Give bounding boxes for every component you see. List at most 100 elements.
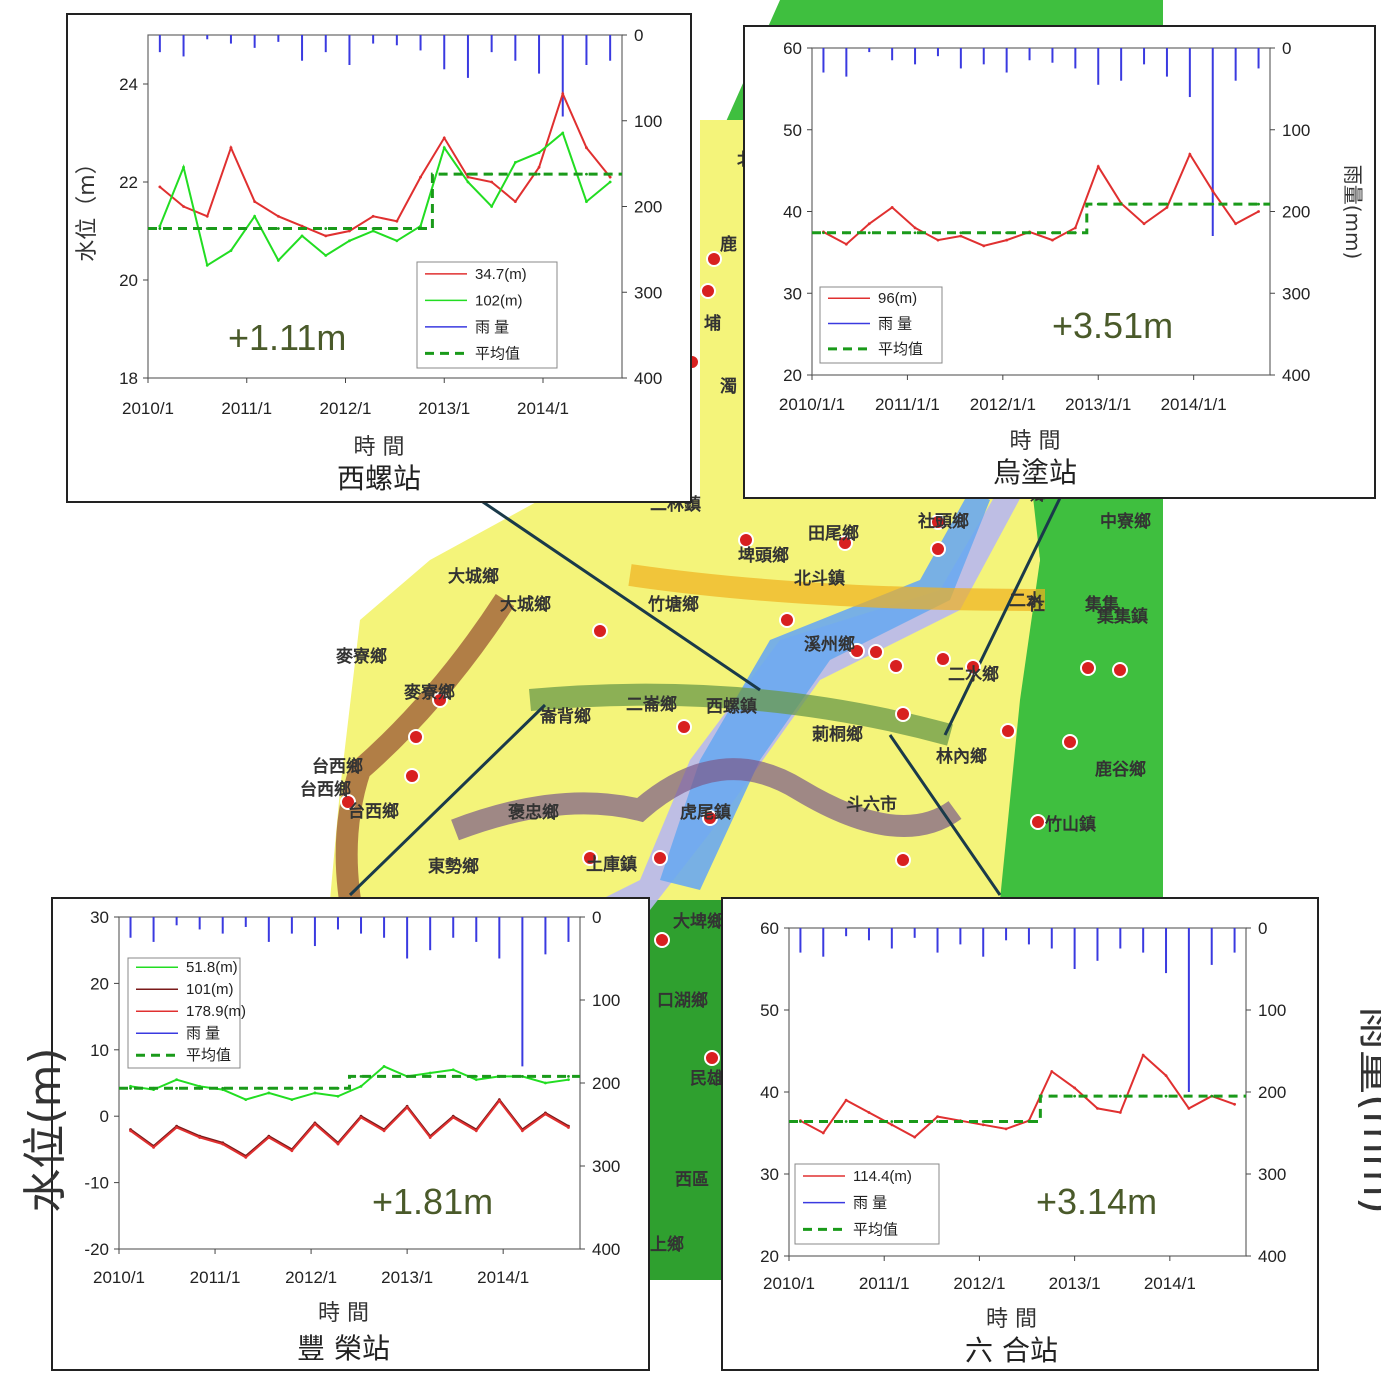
well-dot xyxy=(930,514,946,530)
data-point xyxy=(253,200,257,204)
data-point xyxy=(466,172,470,176)
data-point xyxy=(1096,202,1100,206)
data-point xyxy=(867,222,871,226)
x-tick-label: 2012/1 xyxy=(953,1274,1005,1293)
data-point xyxy=(936,1120,939,1123)
station-name: 烏塗站 xyxy=(993,456,1077,489)
town-label: 斗六市 xyxy=(846,794,897,815)
town-label: 台西鄉 xyxy=(312,756,363,777)
data-point xyxy=(1211,202,1215,206)
data-point xyxy=(585,172,588,176)
delta-label: +3.14m xyxy=(1036,1181,1157,1222)
data-point xyxy=(537,165,541,169)
well-dot xyxy=(432,692,448,708)
data-point xyxy=(513,200,517,204)
data-point xyxy=(1118,1094,1122,1098)
data-point xyxy=(844,1098,848,1102)
outer-left-ylabel: 水位(m) xyxy=(0,1040,88,1220)
data-point xyxy=(1187,1107,1191,1110)
data-point xyxy=(913,231,917,235)
data-point xyxy=(428,1074,432,1078)
y2-tick-label: 300 xyxy=(592,1157,620,1176)
data-point xyxy=(1027,1120,1031,1123)
delta-label: +1.81m xyxy=(372,1181,493,1222)
data-point xyxy=(867,1111,871,1114)
y2-tick-label: 400 xyxy=(1258,1247,1286,1266)
x-tick-label: 2014/1 xyxy=(517,399,569,418)
town-label: 二崙鄉 xyxy=(626,694,677,715)
y2-axis-title: 雨量(mm) xyxy=(1341,165,1365,260)
profile-green xyxy=(529,683,953,746)
data-point xyxy=(890,1120,894,1123)
well-dot xyxy=(930,541,946,557)
well-dot xyxy=(849,643,865,659)
data-point xyxy=(608,180,612,184)
town-label: 口湖鄉 xyxy=(657,990,708,1011)
data-point xyxy=(382,1074,386,1078)
data-point xyxy=(1096,1094,1099,1098)
town-label: 大城鄉 xyxy=(448,566,499,587)
legend-label: 雨 量 xyxy=(853,1195,887,1212)
data-point xyxy=(490,180,494,184)
data-point xyxy=(336,1142,340,1146)
data-point xyxy=(497,1099,501,1103)
y2-tick-label: 0 xyxy=(634,26,643,45)
data-point xyxy=(1073,1086,1077,1090)
legend-label: 雨 量 xyxy=(186,1025,220,1042)
town-label: 土庫鎮 xyxy=(586,854,637,875)
data-point xyxy=(1142,222,1146,226)
x-tick-label: 2014/1 xyxy=(477,1268,529,1287)
data-point xyxy=(936,1115,939,1118)
data-point xyxy=(544,1081,547,1085)
data-point xyxy=(419,224,422,228)
data-point xyxy=(451,1068,455,1072)
data-point xyxy=(152,1086,155,1090)
data-point xyxy=(198,1086,202,1090)
data-point xyxy=(276,227,280,230)
town-label: 西螺鎮 xyxy=(706,696,757,717)
data-point xyxy=(229,227,233,230)
y2-tick-label: 300 xyxy=(1282,284,1310,303)
data-point xyxy=(395,219,399,223)
outer-right-ylabel: 雨量(mm) xyxy=(1318,1000,1381,1220)
legend-label: 178.9(m) xyxy=(186,1003,246,1020)
y2-tick-label: 100 xyxy=(1258,1001,1286,1020)
y-tick-label: 22 xyxy=(119,173,138,192)
legend-label: 101(m) xyxy=(186,981,234,998)
data-point xyxy=(1164,1074,1168,1077)
data-point xyxy=(608,175,612,179)
data-point xyxy=(520,1074,524,1078)
chart-panel-fengrong: -20 -10 0 10 20 30 0 100 200 300 400 2010/1 2011/1 20… xyxy=(51,897,650,1371)
data-point xyxy=(1073,1094,1077,1098)
data-point xyxy=(244,1155,248,1159)
data-point xyxy=(981,1120,985,1123)
data-point xyxy=(474,1129,478,1133)
data-point xyxy=(290,1086,294,1090)
data-point xyxy=(1233,1102,1236,1106)
town-label: 麥寮鄉 xyxy=(335,646,387,667)
y-tick-label: 60 xyxy=(783,39,802,58)
data-point xyxy=(348,229,351,233)
well-dot xyxy=(738,532,754,548)
data-point xyxy=(561,92,565,96)
data-point xyxy=(359,1084,363,1088)
x-tick-label: 2014/1/1 xyxy=(1161,395,1227,414)
y2-tick-label: 100 xyxy=(1282,121,1310,140)
y-tick-label: 20 xyxy=(760,1247,779,1266)
data-point xyxy=(890,206,894,209)
town-label: 林內鄉 xyxy=(936,746,987,767)
well-dot xyxy=(888,658,904,674)
x-axis-title: 時 間 xyxy=(1010,429,1061,454)
town-label: 集集 xyxy=(1084,594,1120,615)
town-label: 北斗鎮 xyxy=(794,568,845,589)
data-point xyxy=(936,238,940,242)
legend-label: 102(m) xyxy=(475,292,523,309)
data-point xyxy=(1119,202,1123,206)
town-label: 二水 xyxy=(1009,590,1044,611)
y2-tick-label: 300 xyxy=(634,283,662,302)
data-point xyxy=(382,1129,386,1133)
data-point xyxy=(1210,1094,1214,1098)
legend-label: 34.7(m) xyxy=(475,266,527,283)
data-point xyxy=(844,1120,848,1123)
data-point xyxy=(913,226,917,230)
